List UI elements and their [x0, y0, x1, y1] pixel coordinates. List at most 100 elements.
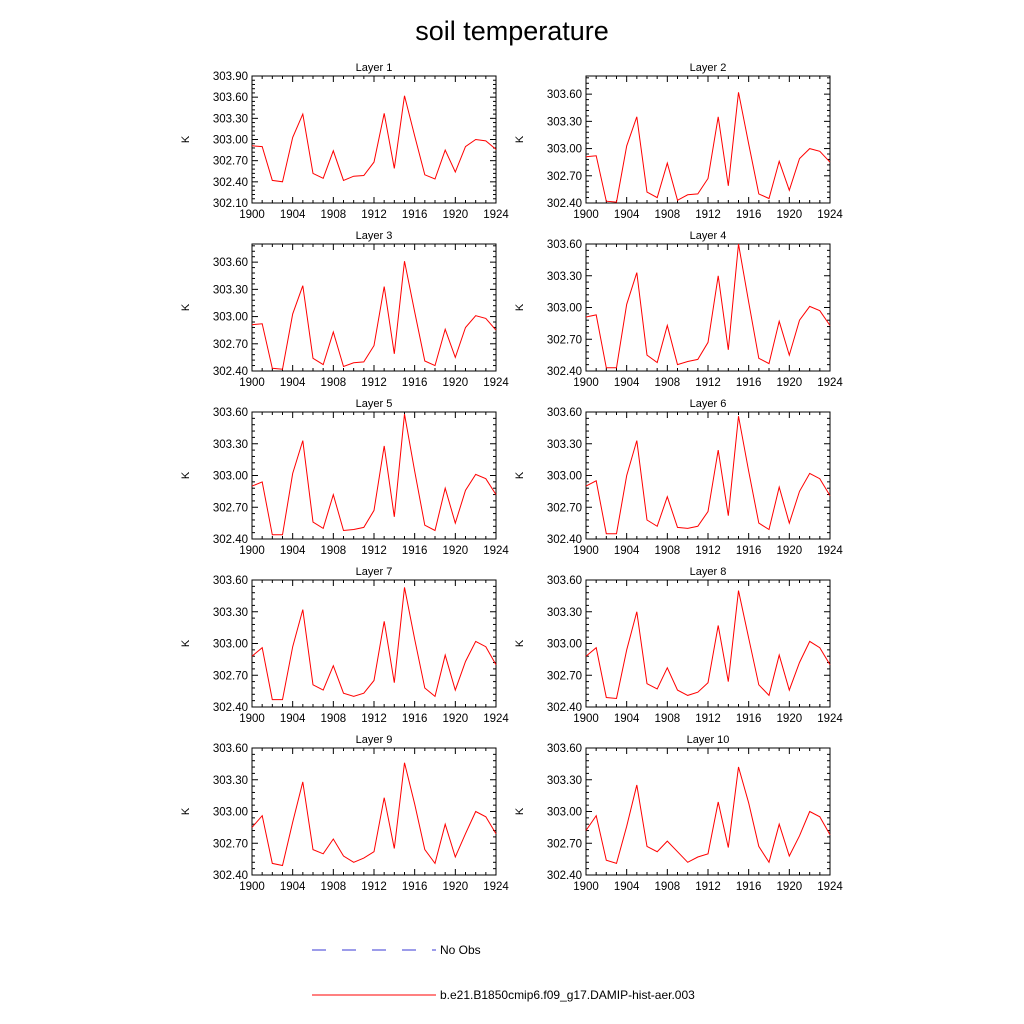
- series-line: [585, 416, 831, 535]
- panel-layer-4: Layer 4 K 1900 1904 1908 1912 1916 1920 1924 302.…: [514, 230, 843, 389]
- y-tick-label: 303.00: [213, 639, 248, 651]
- x-tick-label: 1920: [777, 377, 803, 389]
- y-tick-label: 302.70: [213, 670, 248, 682]
- x-tick-label: 1908: [321, 713, 347, 725]
- x-tick-label: 1900: [239, 881, 265, 893]
- series-line: [251, 587, 497, 701]
- x-tick-label: 1904: [614, 545, 640, 557]
- x-tick-label: 1908: [655, 713, 681, 725]
- y-tick-label: 303.90: [213, 71, 248, 83]
- y-tick-label: 303.00: [547, 303, 582, 315]
- x-tick-label: 1900: [573, 377, 599, 389]
- x-tick-label: 1900: [239, 713, 265, 725]
- legend-label-no-obs: No Obs: [440, 943, 481, 957]
- panel-title: Layer 3: [356, 230, 393, 242]
- x-tick-label: 1916: [736, 713, 762, 725]
- x-tick-label: 1912: [361, 209, 387, 221]
- series-line: [251, 762, 497, 867]
- x-tick-label: 1920: [777, 545, 803, 557]
- x-tick-label: 1912: [361, 545, 387, 557]
- x-tick-label: 1904: [280, 881, 306, 893]
- panel-title: Layer 2: [690, 62, 727, 74]
- plot-frame: [251, 243, 497, 372]
- plot-frame: [585, 579, 831, 708]
- panel-layer-5: Layer 5 K 1900 1904 1908 1912 1916 1920 1924 302.…: [180, 398, 509, 557]
- y-tick-label: 302.70: [213, 339, 248, 351]
- x-tick-label: 1916: [402, 713, 428, 725]
- panel-title: Layer 1: [356, 62, 393, 74]
- chart-title: soil temperature: [415, 16, 609, 46]
- y-tick-label: 303.00: [547, 471, 582, 483]
- panel-title: Layer 6: [690, 398, 727, 410]
- y-tick-label: 302.70: [547, 838, 582, 850]
- panel-layer-3: Layer 3 K 1900 1904 1908 1912 1916 1920 1924 302.…: [180, 230, 509, 389]
- y-tick-label: 303.30: [547, 607, 582, 619]
- x-tick-label: 1924: [817, 545, 843, 557]
- x-tick-label: 1900: [573, 881, 599, 893]
- x-tick-label: 1912: [695, 209, 721, 221]
- y-axis-label: K: [180, 807, 192, 815]
- panel-layer-7: Layer 7 K 1900 1904 1908 1912 1916 1920 1924 302.…: [180, 566, 509, 725]
- x-tick-label: 1912: [361, 377, 387, 389]
- y-tick-label: 303.00: [547, 144, 582, 156]
- plot-frame: [251, 75, 497, 204]
- y-tick-label: 303.30: [213, 284, 248, 296]
- panel-title: Layer 7: [356, 566, 393, 578]
- plot-frame: [251, 579, 497, 708]
- plot-frame: [585, 75, 831, 204]
- y-tick-label: 303.00: [213, 312, 248, 324]
- y-tick-label: 303.60: [547, 743, 582, 755]
- series-line: [585, 766, 831, 865]
- x-tick-label: 1900: [239, 377, 265, 389]
- y-tick-label: 303.30: [547, 116, 582, 128]
- panel-title: Layer 8: [690, 566, 727, 578]
- y-tick-label: 302.40: [547, 702, 582, 714]
- y-tick-label: 302.40: [547, 366, 582, 378]
- x-tick-label: 1916: [736, 209, 762, 221]
- x-tick-label: 1924: [483, 881, 509, 893]
- series-line: [251, 95, 497, 183]
- y-tick-label: 302.40: [213, 177, 248, 189]
- plot-frame: [585, 243, 831, 372]
- y-tick-label: 303.00: [213, 807, 248, 819]
- x-tick-label: 1908: [655, 545, 681, 557]
- x-tick-label: 1912: [361, 881, 387, 893]
- y-tick-label: 303.60: [547, 407, 582, 419]
- panel-title: Layer 10: [687, 734, 730, 746]
- x-tick-label: 1916: [736, 545, 762, 557]
- panel-title: Layer 9: [356, 734, 393, 746]
- x-tick-label: 1908: [655, 377, 681, 389]
- x-tick-label: 1924: [483, 209, 509, 221]
- x-tick-label: 1908: [321, 377, 347, 389]
- y-axis-label: K: [514, 135, 526, 143]
- x-tick-label: 1924: [483, 377, 509, 389]
- y-tick-label: 302.40: [547, 870, 582, 882]
- y-tick-label: 303.60: [547, 89, 582, 101]
- x-tick-label: 1900: [573, 209, 599, 221]
- x-tick-label: 1908: [655, 209, 681, 221]
- x-tick-label: 1900: [239, 545, 265, 557]
- y-axis-label: K: [180, 135, 192, 143]
- plot-frame: [585, 411, 831, 540]
- panel-title: Layer 4: [690, 230, 727, 242]
- series-line: [251, 261, 497, 370]
- x-tick-label: 1908: [321, 209, 347, 221]
- x-tick-label: 1920: [443, 377, 469, 389]
- x-tick-label: 1924: [817, 377, 843, 389]
- x-tick-label: 1904: [280, 545, 306, 557]
- y-tick-label: 302.70: [213, 838, 248, 850]
- x-tick-label: 1908: [655, 881, 681, 893]
- y-tick-label: 302.70: [547, 670, 582, 682]
- plot-frame: [251, 747, 497, 876]
- panel-layer-10: Layer 10 K 1900 1904 1908 1912 1916 1920 1924 302…: [514, 734, 843, 893]
- panel-layer-8: Layer 8 K 1900 1904 1908 1912 1916 1920 1924 302.…: [514, 566, 843, 725]
- panel-layer-9: Layer 9 K 1900 1904 1908 1912 1916 1920 1924 302.…: [180, 734, 509, 893]
- plot-frame: [585, 747, 831, 876]
- x-tick-label: 1904: [280, 377, 306, 389]
- y-axis-label: K: [514, 807, 526, 815]
- y-axis-label: K: [514, 471, 526, 479]
- x-tick-label: 1924: [483, 713, 509, 725]
- y-tick-label: 302.40: [213, 702, 248, 714]
- y-tick-label: 302.40: [547, 534, 582, 546]
